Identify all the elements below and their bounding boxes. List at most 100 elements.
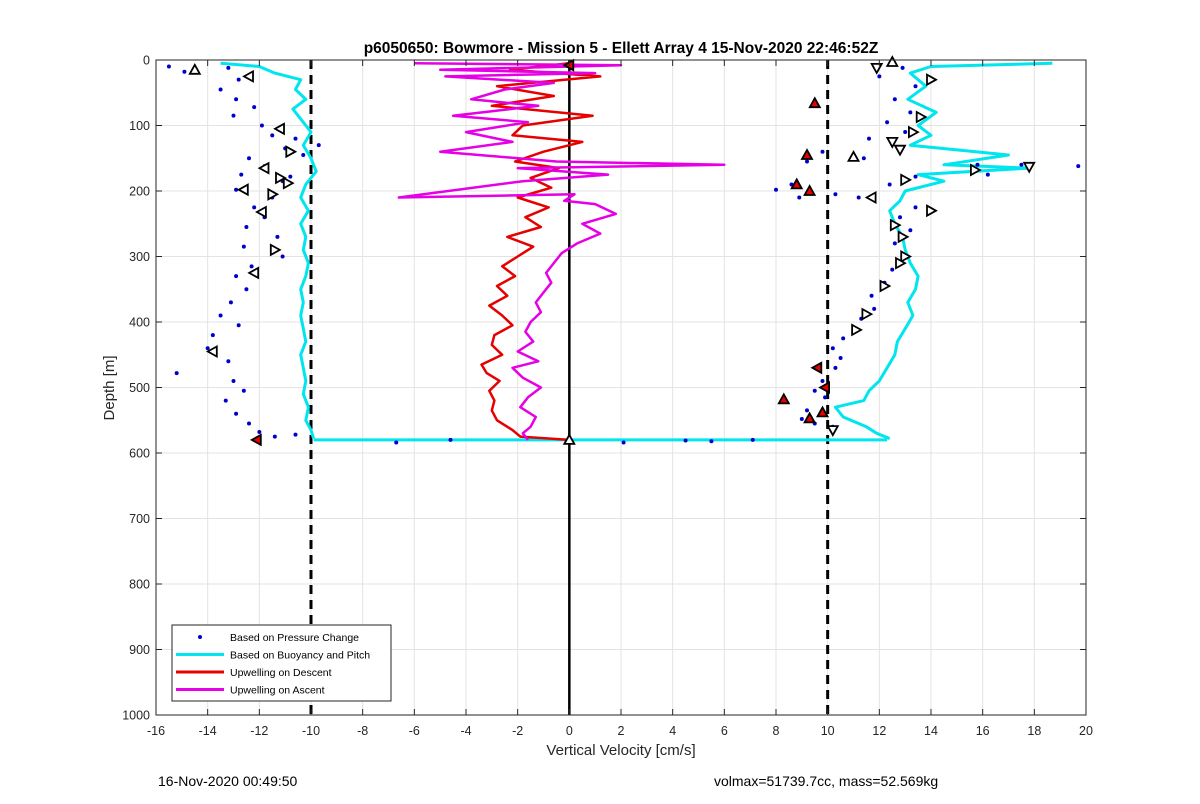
buoyancy-pitch-line: [220, 61, 318, 440]
triangle-marker: [790, 177, 804, 190]
pressure-change-point: [823, 395, 828, 400]
pressure-change-point: [280, 254, 285, 259]
pressure-change-point: [247, 156, 251, 161]
pressure-change-point: [841, 336, 846, 341]
legend-label: Upwelling on Descent: [230, 667, 332, 679]
pressure-change-point: [1019, 162, 1024, 167]
y-tick-label: 0: [143, 54, 150, 68]
x-tick-label: 16: [976, 724, 990, 738]
triangle-marker: [926, 204, 938, 218]
pressure-change-point: [293, 432, 298, 437]
triangle-marker: [851, 323, 863, 337]
pressure-change-point: [812, 388, 817, 393]
triangle-marker: [282, 176, 295, 190]
y-tick-label: 500: [129, 381, 150, 395]
pressure-change-point: [877, 74, 882, 79]
pressure-change-point: [228, 300, 233, 305]
x-axis-ticks: -16 -14 -12 -10 -8 -6 -4 -2 0 2 4 6 8 10 12 14 16 18 20: [147, 60, 1093, 738]
x-tick-label: 18: [1027, 724, 1041, 738]
pressure-change-point: [394, 440, 399, 445]
x-axis-label: Vertical Velocity [cm/s]: [546, 742, 695, 759]
triangle-marker: [285, 145, 298, 159]
triangle-marker: [236, 183, 249, 197]
pressure-change-point: [226, 359, 231, 364]
pressure-change-point: [838, 356, 843, 361]
pressure-change-point: [913, 84, 918, 89]
triangle-marker: [900, 173, 913, 187]
triangle-marker: [885, 136, 899, 149]
pressure-change-point: [856, 195, 861, 200]
x-tick-label: 0: [566, 724, 573, 738]
pressure-change-point: [236, 77, 241, 82]
triangle-marker: [205, 344, 218, 359]
pressure-change-point: [234, 274, 239, 279]
pressure-change-point: [900, 65, 905, 70]
pressure-change-point: [903, 130, 908, 135]
pressure-change-point: [249, 264, 254, 269]
y-tick-label: 600: [129, 447, 150, 461]
y-tick-label: 900: [129, 643, 150, 657]
pressure-change-point: [316, 143, 321, 148]
pressure-change-point: [301, 152, 306, 157]
pressure-change-point: [892, 97, 897, 102]
x-tick-label: -4: [460, 724, 471, 738]
legend-swatch: [198, 635, 202, 639]
footer-timestamp: 16-Nov-2020 00:49:50: [158, 773, 298, 789]
pressure-change-point: [166, 64, 171, 69]
pressure-change-point: [908, 110, 913, 115]
pressure-change-point: [908, 228, 913, 233]
pressure-change-point: [872, 306, 877, 311]
pressure-change-point: [448, 437, 453, 442]
triangle-marker: [870, 63, 884, 75]
x-tick-label: 6: [721, 724, 728, 738]
x-tick-label: 10: [821, 724, 835, 738]
triangle-marker: [861, 307, 874, 321]
pressure-change-point: [244, 225, 249, 230]
triangle-marker: [900, 249, 913, 264]
pressure-change-point: [683, 438, 688, 443]
pressure-change-point: [820, 149, 825, 154]
triangle-marker: [562, 433, 576, 445]
x-tick-label: -12: [250, 724, 268, 738]
triangle-marker: [864, 190, 877, 205]
triangle-marker: [810, 361, 823, 375]
pressure-change-point: [226, 65, 231, 70]
triangle-marker: [926, 73, 938, 87]
triangle-marker: [562, 58, 575, 72]
y-tick-label: 800: [129, 578, 150, 592]
pressure-change-point: [270, 133, 275, 138]
y-axis-ticks: 0 100 200 300 400 500 600 700 800 900 1000: [122, 54, 1086, 723]
x-tick-label: 8: [773, 724, 780, 738]
pressure-change-point: [985, 172, 990, 177]
x-tick-label: -6: [409, 724, 420, 738]
triangle-marker: [815, 405, 830, 418]
pressure-change-point: [241, 388, 246, 393]
pressure-change-point: [231, 378, 236, 383]
triangle-marker: [846, 150, 861, 162]
triangle-marker: [800, 148, 814, 160]
pressure-change-point: [252, 105, 257, 110]
reference-lines: [309, 60, 830, 715]
triangle-marker: [273, 122, 285, 136]
pressure-change-point: [885, 120, 890, 125]
triangle-marker: [275, 171, 287, 185]
triangle-marker: [826, 425, 840, 437]
triangle-marker: [897, 230, 910, 244]
pressure-change-point: [247, 421, 251, 426]
pressure-change-point: [621, 440, 626, 445]
x-tick-label: -14: [199, 724, 217, 738]
pressure-change-point: [234, 97, 239, 102]
triangle-marker: [879, 279, 892, 293]
triangle-marker: [889, 218, 902, 232]
triangle-marker: [915, 110, 928, 124]
x-tick-label: -16: [147, 724, 165, 738]
pressure-change-point: [887, 182, 892, 187]
pressure-change-point: [234, 187, 239, 192]
triangle-marker: [242, 69, 254, 83]
footer-stats: volmax=51739.7cc, mass=52.569kg: [714, 773, 939, 789]
pressure-change-point: [709, 439, 714, 444]
x-tick-label: 14: [924, 724, 938, 738]
triangle-marker: [777, 392, 791, 405]
pressure-change-point: [892, 241, 897, 246]
